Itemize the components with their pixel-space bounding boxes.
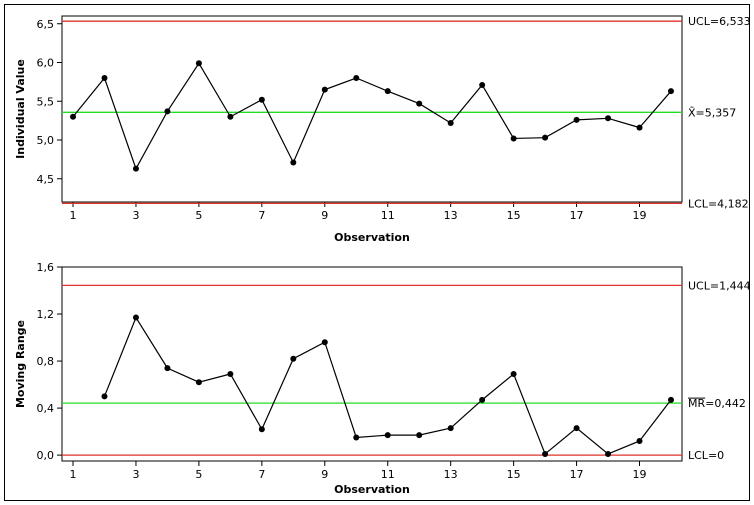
data-point xyxy=(164,365,171,372)
plot-area xyxy=(61,15,683,203)
y-axis-title: Moving Range xyxy=(14,320,27,408)
data-point xyxy=(70,113,77,120)
x-tick-label: 3 xyxy=(132,209,139,222)
x-tick-label: 9 xyxy=(321,468,328,481)
y-tick-label: 6,5 xyxy=(37,18,55,31)
x-tick-label: 17 xyxy=(570,209,584,222)
data-point xyxy=(227,113,234,120)
control-limit-label: LCL=0 xyxy=(688,449,724,462)
y-tick-label: 6,0 xyxy=(37,57,55,70)
x-tick-label: 13 xyxy=(444,209,458,222)
x-tick-label: 5 xyxy=(195,209,202,222)
y-axis: 0,0 0,4 0,8 1,2 1,6 xyxy=(37,261,62,462)
data-point xyxy=(479,81,486,88)
data-point xyxy=(258,96,265,103)
y-tick-label: 0,4 xyxy=(37,402,55,415)
series-line xyxy=(72,62,672,171)
data-point xyxy=(227,370,234,377)
x-tick-label: 15 xyxy=(507,468,521,481)
data-point xyxy=(195,60,202,67)
data-point xyxy=(290,159,297,166)
data-point xyxy=(101,75,108,81)
x-tick-label: 11 xyxy=(381,468,395,481)
data-point xyxy=(447,425,454,432)
individuals-chart: 4,55,05,56,06,5 1 3 5 7 9 11 13 15 17 19 UCL=6,53… xyxy=(14,15,751,244)
data-point xyxy=(258,426,265,433)
x-axis-title: Observation xyxy=(334,483,410,496)
data-point xyxy=(321,86,328,93)
y-tick-label: 4,5 xyxy=(37,173,55,186)
x-tick-label: 3 xyxy=(132,468,139,481)
data-point xyxy=(353,75,360,81)
y-tick-label: 1,6 xyxy=(37,261,55,274)
data-series xyxy=(70,60,674,172)
data-point xyxy=(542,134,549,141)
data-point xyxy=(667,88,674,95)
data-point xyxy=(510,370,517,377)
x-tick-label: 1 xyxy=(70,209,77,222)
control-limit-label: UCL=6,533 xyxy=(688,15,751,28)
y-tick-label: 5,0 xyxy=(37,134,55,147)
x-tick-label: 13 xyxy=(444,468,458,481)
y-tick-label: 0,8 xyxy=(37,355,55,368)
data-point xyxy=(384,88,391,95)
data-point xyxy=(667,396,674,403)
x-tick-label: 19 xyxy=(633,209,647,222)
data-point xyxy=(636,438,643,445)
x-tick-label: 9 xyxy=(321,209,328,222)
y-tick-label: 5,5 xyxy=(37,95,55,108)
x-tick-label: 17 xyxy=(570,468,584,481)
data-point xyxy=(101,393,108,400)
control-limit-label: MR=0,442 xyxy=(688,397,746,410)
data-point xyxy=(573,425,580,432)
x-tick-label: 11 xyxy=(381,209,395,222)
data-point xyxy=(164,108,171,115)
x-tick-label: 7 xyxy=(258,468,265,481)
x-tick-label: 1 xyxy=(70,468,77,481)
plot-area xyxy=(61,266,683,462)
control-limits: UCL=6,533 X̄=5,357 LCL=4,182 xyxy=(62,15,751,210)
y-tick-label: 1,2 xyxy=(37,308,55,321)
data-point xyxy=(510,135,517,142)
y-axis: 4,5 5,0 5,5 6,0 6,5 xyxy=(37,18,62,186)
data-point xyxy=(479,396,486,403)
data-point xyxy=(636,124,643,131)
control-limit-label: LCL=4,182 xyxy=(688,197,749,210)
data-point xyxy=(132,314,139,321)
data-point xyxy=(542,450,549,457)
y-axis-title: Individual Value xyxy=(14,59,27,159)
x-tick-label: 15 xyxy=(507,209,521,222)
data-point xyxy=(447,119,454,126)
x-tick-label: 19 xyxy=(633,468,647,481)
data-point xyxy=(573,116,580,123)
data-point xyxy=(605,450,612,457)
data-point xyxy=(132,165,139,172)
x-axis-title: Observation xyxy=(334,231,410,244)
data-point xyxy=(605,115,612,122)
data-point xyxy=(416,100,423,107)
control-limit-label: UCL=1,444 xyxy=(688,279,751,292)
data-point xyxy=(353,434,360,441)
data-point xyxy=(195,379,202,386)
control-limits: UCL=1,444 MR=0,442 LCL=0 xyxy=(62,279,751,462)
x-tick-label: 5 xyxy=(195,468,202,481)
data-point xyxy=(321,339,328,346)
data-point xyxy=(416,432,423,439)
y-tick-label: 0,0 xyxy=(37,449,55,462)
data-point xyxy=(384,432,391,439)
moving-range-chart: 0,00,40,81,21,6 1 3 5 7 9 11 13 15 17 19 UCL=1,44… xyxy=(14,261,751,496)
data-point xyxy=(290,355,297,362)
x-axis: 1 3 5 7 9 11 13 15 17 19 xyxy=(70,202,647,222)
data-series xyxy=(101,314,674,457)
x-axis: 1 3 5 7 9 11 13 15 17 19 xyxy=(70,461,647,481)
x-tick-label: 7 xyxy=(258,209,265,222)
control-limit-label: X̄=5,357 xyxy=(688,106,736,119)
